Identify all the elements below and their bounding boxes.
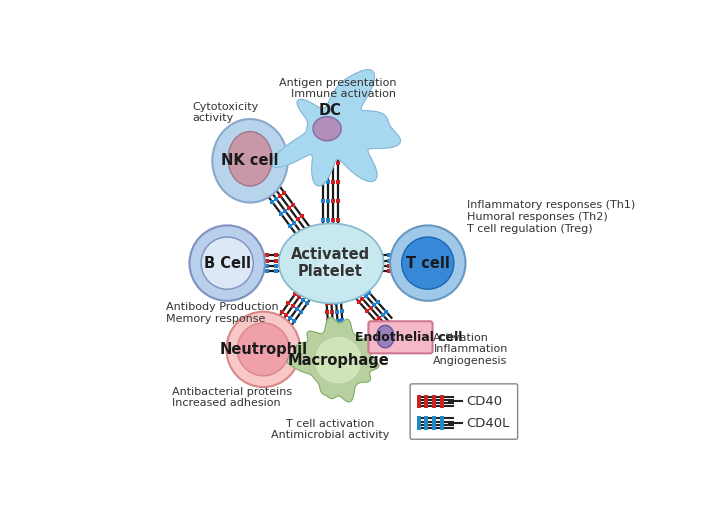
Text: Activation
Inflammation
Angiogenesis: Activation Inflammation Angiogenesis bbox=[434, 333, 508, 366]
Text: Inflammatory responses (Th1)
Humoral responses (Th2)
T cell regulation (Treg): Inflammatory responses (Th1) Humoral res… bbox=[466, 201, 635, 233]
Ellipse shape bbox=[228, 131, 272, 186]
Ellipse shape bbox=[237, 323, 289, 376]
Ellipse shape bbox=[376, 325, 394, 348]
Text: CD40L: CD40L bbox=[466, 416, 509, 429]
Text: Antigen presentation
Immune activation: Antigen presentation Immune activation bbox=[279, 78, 397, 100]
Ellipse shape bbox=[226, 312, 300, 387]
Text: Macrophage: Macrophage bbox=[287, 353, 389, 368]
Ellipse shape bbox=[402, 237, 454, 289]
Text: DC: DC bbox=[319, 103, 342, 118]
FancyBboxPatch shape bbox=[410, 384, 518, 439]
Text: CD40: CD40 bbox=[466, 394, 502, 407]
Polygon shape bbox=[279, 224, 383, 303]
Polygon shape bbox=[287, 317, 388, 402]
Text: Neutrophil: Neutrophil bbox=[219, 342, 307, 357]
Ellipse shape bbox=[189, 226, 265, 301]
FancyBboxPatch shape bbox=[368, 321, 432, 353]
Text: Activated
Platelet: Activated Platelet bbox=[291, 247, 370, 279]
Text: NK cell: NK cell bbox=[221, 153, 279, 168]
Text: Antibacterial proteins
Increased adhesion: Antibacterial proteins Increased adhesio… bbox=[172, 387, 292, 408]
Polygon shape bbox=[272, 70, 400, 186]
Ellipse shape bbox=[201, 237, 253, 289]
Ellipse shape bbox=[390, 226, 466, 301]
Text: T cell activation
Antimicrobial activity: T cell activation Antimicrobial activity bbox=[271, 419, 390, 440]
Ellipse shape bbox=[213, 119, 288, 203]
Polygon shape bbox=[316, 338, 361, 383]
Text: T cell: T cell bbox=[406, 256, 450, 270]
Text: Cytotoxicity
activity: Cytotoxicity activity bbox=[192, 102, 258, 123]
Polygon shape bbox=[317, 255, 364, 279]
Text: Endothelial cell: Endothelial cell bbox=[355, 331, 462, 344]
Text: Antibody Production
Memory response: Antibody Production Memory response bbox=[166, 303, 279, 324]
Text: B Cell: B Cell bbox=[203, 256, 251, 270]
Ellipse shape bbox=[313, 117, 341, 141]
